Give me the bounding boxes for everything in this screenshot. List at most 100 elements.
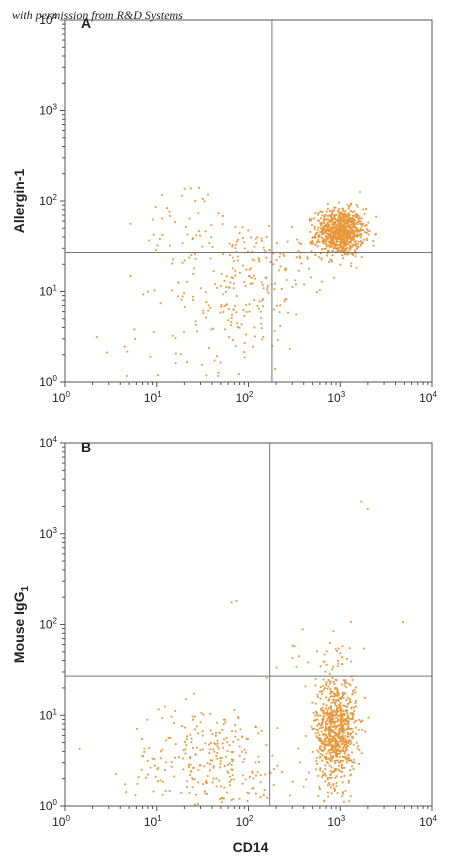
data-point [224, 721, 227, 724]
data-point [324, 747, 327, 749]
data-point [192, 692, 195, 695]
data-point [258, 260, 261, 263]
data-point [337, 225, 340, 228]
x-tick-label: 103 [327, 814, 345, 829]
data-point [338, 236, 340, 239]
data-point [152, 218, 154, 221]
data-point [272, 263, 275, 266]
data-point [188, 763, 190, 766]
data-point [332, 699, 334, 701]
data-point [275, 666, 278, 669]
data-point [264, 276, 267, 279]
data-point [334, 711, 337, 714]
data-point [239, 728, 242, 731]
data-point [354, 226, 357, 229]
data-point [151, 757, 154, 760]
data-point [328, 244, 330, 247]
data-point [319, 714, 322, 717]
data-point [338, 746, 341, 749]
data-point [350, 265, 353, 268]
data-point [173, 775, 176, 778]
data-point [332, 711, 334, 713]
data-point [228, 336, 230, 338]
data-point [335, 775, 338, 777]
data-point [364, 225, 367, 228]
data-point [324, 242, 327, 245]
data-point [354, 250, 357, 253]
data-point [339, 720, 342, 722]
data-point [152, 790, 155, 793]
data-point [342, 210, 344, 212]
y-tick-label: 104 [39, 435, 57, 450]
data-point [340, 229, 343, 232]
data-point [358, 234, 361, 236]
data-point [316, 712, 318, 714]
data-point [324, 234, 327, 237]
data-point [327, 215, 329, 217]
data-point [340, 710, 343, 713]
data-point [250, 236, 252, 239]
data-point [265, 277, 268, 279]
data-point [327, 727, 330, 729]
data-point [352, 225, 354, 228]
data-point [203, 790, 206, 793]
data-point [258, 259, 260, 261]
data-point [345, 216, 347, 218]
data-point [347, 703, 349, 705]
data-point [328, 742, 331, 744]
data-point [169, 244, 171, 247]
data-point [347, 207, 350, 210]
data-point [125, 791, 128, 793]
data-point [345, 741, 348, 744]
data-point [352, 218, 355, 221]
data-point [333, 735, 336, 738]
data-point [322, 709, 325, 711]
data-point [126, 375, 128, 377]
data-point [349, 237, 351, 240]
data-point [271, 754, 274, 757]
data-point [279, 252, 282, 255]
data-point [332, 729, 334, 731]
data-point [343, 801, 345, 803]
data-point [346, 204, 349, 206]
data-point [351, 693, 354, 696]
data-point [330, 713, 333, 716]
data-point [254, 761, 257, 764]
data-point [326, 714, 329, 717]
data-point [268, 249, 271, 251]
data-point [223, 305, 226, 307]
data-point [261, 299, 263, 302]
data-point [333, 692, 335, 695]
data-point [274, 282, 276, 285]
data-point [327, 713, 329, 715]
data-point [341, 760, 344, 762]
data-point [353, 689, 356, 691]
data-point [192, 767, 194, 769]
data-point [338, 714, 341, 717]
data-point [325, 743, 327, 746]
data-point [335, 227, 338, 230]
data-point [349, 234, 352, 236]
data-point [201, 245, 204, 248]
data-point [336, 708, 338, 711]
data-point [341, 747, 344, 750]
data-point [335, 725, 338, 728]
data-point [262, 298, 264, 300]
data-point [273, 768, 275, 771]
data-point [343, 745, 346, 747]
data-point [199, 721, 202, 724]
data-point [229, 784, 231, 787]
data-point [329, 695, 332, 698]
data-point [169, 215, 171, 217]
data-point [263, 789, 266, 791]
data-point [335, 745, 338, 748]
data-point [334, 245, 337, 248]
data-point [156, 768, 159, 771]
data-point [332, 721, 335, 723]
data-point [343, 242, 346, 245]
data-point [348, 246, 351, 248]
data-point [336, 665, 339, 668]
data-point [329, 718, 331, 721]
data-point [322, 710, 325, 713]
data-point [344, 213, 346, 216]
